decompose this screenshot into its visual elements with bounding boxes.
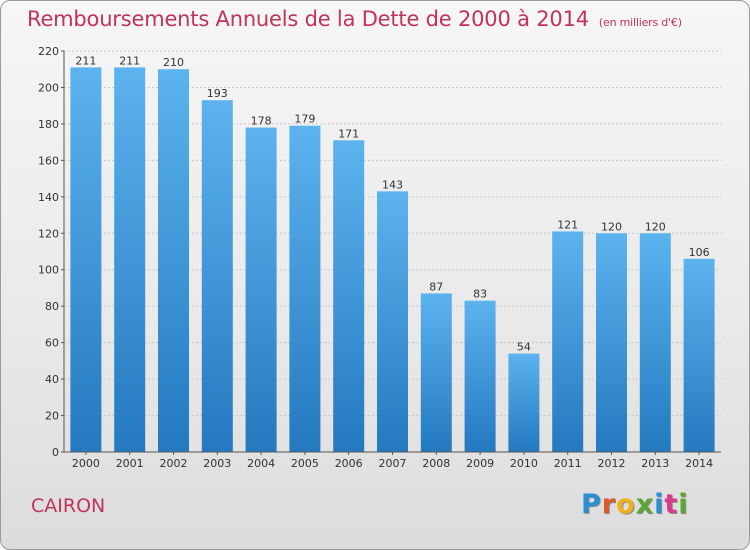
x-tick-label: 2004 (247, 457, 275, 470)
bar-value-label: 106 (689, 246, 710, 259)
y-tick-label: 220 (38, 45, 59, 58)
x-tick-label: 2012 (598, 457, 626, 470)
bar-value-label: 193 (207, 87, 228, 100)
y-tick-label: 160 (38, 154, 59, 167)
bar-value-label: 179 (294, 113, 315, 126)
x-tick-label: 2007 (379, 457, 407, 470)
bar-value-label: 87 (429, 280, 443, 293)
bar-2002 (158, 69, 189, 453)
x-tick-label: 2010 (510, 457, 538, 470)
x-tick-label: 2008 (422, 457, 450, 470)
bar-value-label: 210 (163, 56, 184, 69)
x-tick-label: 2000 (72, 457, 100, 470)
bar-2004 (245, 127, 277, 453)
logo-letter: t (664, 489, 679, 520)
bar-value-label: 178 (251, 115, 272, 128)
logo-letter: i (678, 489, 689, 520)
logo-letter: i (654, 489, 665, 520)
x-tick-label: 2002 (160, 457, 188, 470)
bar-2008 (420, 293, 452, 452)
bar-2001 (114, 67, 146, 453)
x-tick-label: 2003 (203, 457, 231, 470)
bar-value-label: 120 (645, 220, 666, 233)
logo-letter: x (635, 489, 655, 520)
x-tick-label: 2013 (641, 457, 669, 470)
commune-name: CAIRON (31, 495, 106, 517)
y-tick-label: 140 (38, 191, 59, 204)
bar-2005 (289, 125, 321, 453)
bar-value-label: 143 (382, 178, 403, 191)
bar-value-label: 120 (601, 220, 622, 233)
chart-unit: (en milliers d'€) (598, 16, 682, 29)
bar-value-label: 121 (557, 218, 578, 231)
y-tick-label: 80 (45, 300, 59, 313)
y-tick-label: 0 (52, 446, 59, 459)
y-tick-label: 20 (45, 410, 59, 423)
bar-2006 (333, 140, 365, 452)
x-tick-label: 2001 (116, 457, 144, 470)
y-tick-label: 60 (45, 337, 59, 350)
logo-letter: P (581, 489, 602, 520)
bar-2014 (683, 258, 715, 452)
bar-2009 (464, 300, 496, 452)
chart-title: Remboursements Annuels de la Dette de 20… (27, 7, 682, 31)
bar-2012 (596, 233, 627, 452)
x-tick-label: 2011 (554, 457, 582, 470)
x-tick-label: 2006 (335, 457, 363, 470)
y-tick-label: 120 (38, 227, 59, 240)
bar-2011 (552, 231, 584, 452)
x-tick-label: 2005 (291, 457, 319, 470)
y-tick-label: 40 (45, 373, 59, 386)
y-tick-label: 180 (38, 118, 59, 131)
bar-2003 (201, 100, 233, 453)
x-tick-label: 2009 (466, 457, 494, 470)
y-tick-label: 200 (38, 81, 59, 94)
bar-value-label: 83 (473, 288, 487, 301)
bar-2010 (508, 353, 540, 452)
bar-2000 (70, 67, 102, 453)
bar-value-label: 171 (338, 127, 359, 140)
bar-value-label: 211 (119, 54, 140, 67)
logo-letter: r (601, 489, 617, 520)
bar-2013 (639, 233, 671, 452)
x-tick-label: 2014 (685, 457, 713, 470)
bar-value-label: 211 (75, 54, 96, 67)
bar-2007 (377, 191, 408, 452)
proxiti-logo: Proxiti (581, 489, 689, 520)
chart-title-text: Remboursements Annuels de la Dette de 20… (27, 7, 589, 31)
bar-value-label: 54 (517, 341, 531, 354)
logo-letter: o (616, 489, 636, 520)
y-tick-label: 100 (38, 264, 59, 277)
